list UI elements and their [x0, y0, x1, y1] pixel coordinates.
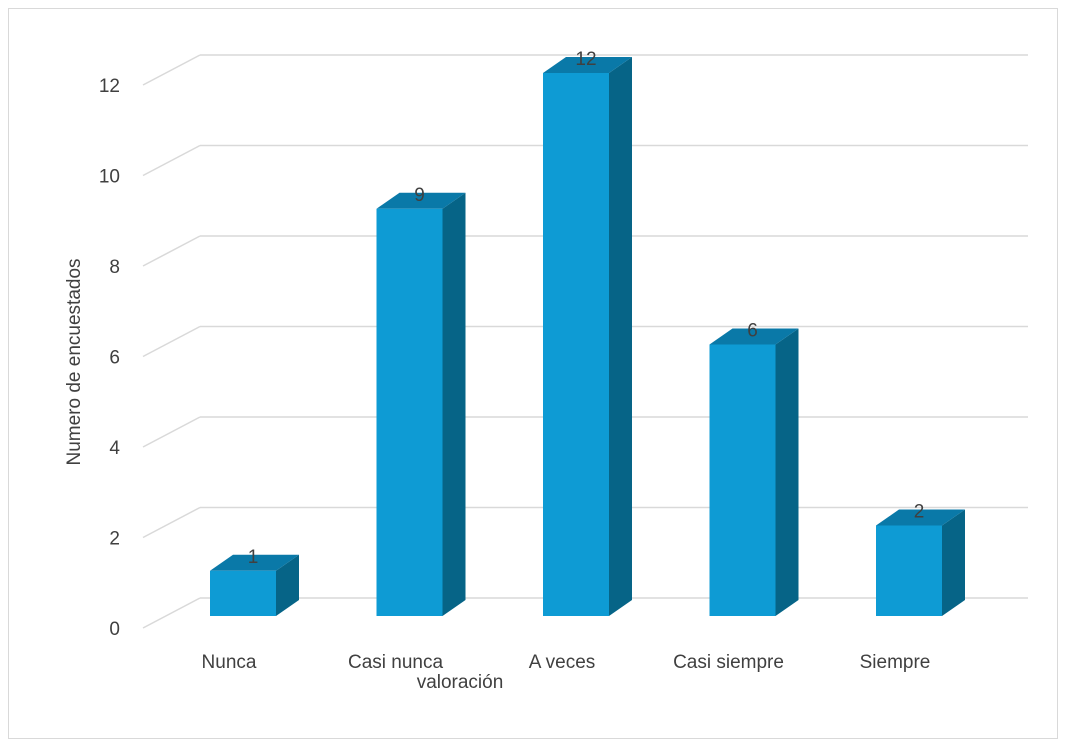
y-tick-label: 0: [109, 619, 120, 640]
gridline-side: [142, 54, 201, 86]
gridline-side: [142, 506, 201, 539]
data-label: 2: [914, 502, 925, 523]
bar-top: [876, 509, 965, 526]
chart-frame: [8, 8, 1058, 739]
gridline-side: [142, 416, 201, 448]
y-tick-label: 8: [109, 257, 120, 278]
y-axis-title: Numero de encuestados: [64, 258, 85, 465]
gridline-side: [142, 597, 201, 629]
x-tick-label: A veces: [529, 652, 596, 673]
bar-side: [609, 57, 632, 616]
bar-front: [876, 525, 942, 616]
bars: [210, 57, 965, 616]
bar: [876, 509, 965, 616]
bar-front: [376, 208, 443, 616]
gridline-side: [142, 235, 201, 267]
y-tick-label: 10: [99, 167, 120, 188]
bar-side: [775, 328, 799, 616]
bar: [210, 554, 299, 616]
y-axis-ticks: 0 2 4 6 8 10 12: [99, 76, 121, 640]
bar-top: [376, 192, 466, 209]
data-label: 1: [248, 547, 259, 568]
bar-top: [543, 57, 632, 73]
x-axis-title: valoración: [417, 672, 504, 693]
data-label: 9: [414, 185, 425, 206]
x-tick-label: Nunca: [202, 652, 257, 673]
gridline-side: [142, 144, 201, 177]
bar-side: [442, 192, 466, 616]
y-tick-label: 6: [109, 348, 120, 369]
x-tick-label: Siempre: [860, 652, 931, 673]
y-tick-label: 2: [109, 529, 120, 550]
bar-front: [210, 570, 276, 616]
bar: [543, 57, 632, 616]
data-labels: 1 9 12 6 2: [248, 49, 925, 568]
data-label: 12: [575, 49, 596, 70]
x-axis-ticks: Nunca Casi nunca A veces Casi siempre Siempr…: [202, 652, 931, 673]
bar-front: [543, 73, 609, 616]
bar-top: [210, 554, 299, 571]
bar-side: [276, 554, 299, 616]
bar-side: [942, 509, 965, 616]
y-tick-label: 12: [99, 76, 120, 97]
bar: [709, 328, 799, 616]
gridline-side: [142, 325, 201, 358]
x-tick-label: Casi nunca: [348, 652, 443, 673]
y-tick-label: 4: [109, 438, 120, 459]
x-tick-label: Casi siempre: [673, 652, 784, 673]
bar: [376, 192, 466, 616]
data-label: 6: [747, 321, 758, 342]
bar-top: [709, 328, 799, 345]
bar-front: [709, 344, 776, 616]
